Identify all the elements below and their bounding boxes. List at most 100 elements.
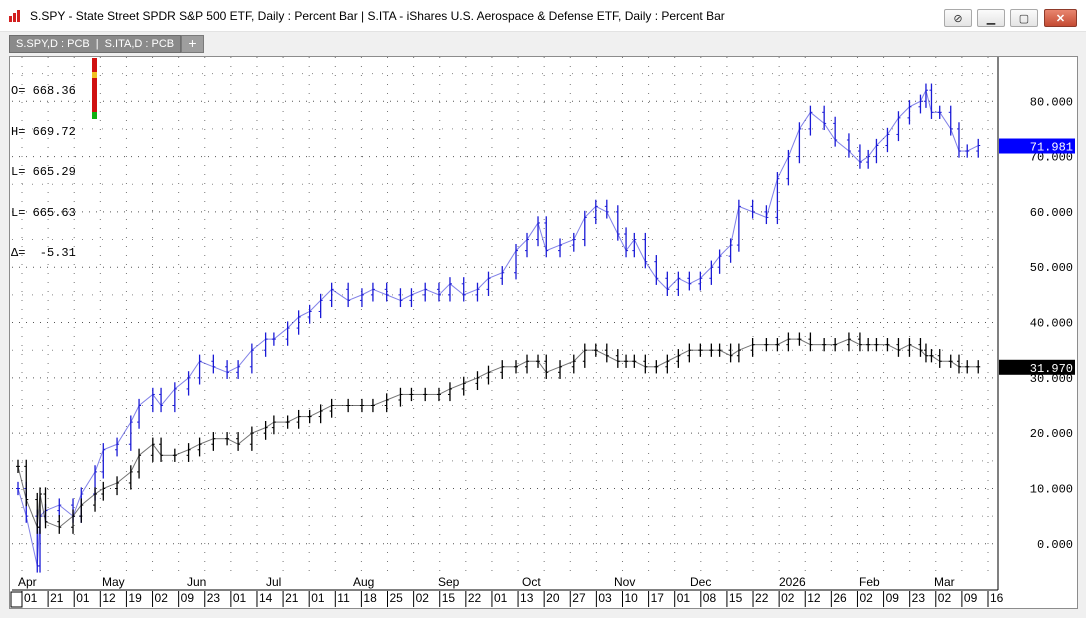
ita-bar [500, 266, 505, 285]
close-button[interactable]: ✕ [1044, 9, 1077, 27]
x-day-label: 15 [442, 591, 456, 605]
x-month-label: May [102, 575, 125, 589]
ita-bar [907, 100, 912, 125]
ita-path-segment [152, 394, 162, 406]
ita-bar [874, 138, 879, 164]
ita-path-segment [45, 504, 60, 512]
spy-path-segment [152, 443, 162, 456]
ita-path-segment [501, 250, 517, 274]
spy-bar [159, 437, 164, 462]
x-day-label: 01 [233, 591, 247, 605]
spy-bar [271, 415, 276, 435]
spy-path-segment [80, 493, 96, 506]
spy-path-segment [515, 360, 528, 368]
spy-path-segment [719, 349, 731, 357]
tab-bar: S.SPY,D : PCB | S.ITA,D : PCB + [0, 32, 1086, 56]
minimize-button[interactable]: ▁ [977, 9, 1005, 27]
spy-bar [150, 437, 155, 462]
minimize-icon: ▁ [986, 12, 996, 25]
x-day-label: 08 [703, 591, 717, 605]
x-day-label: 21 [50, 591, 64, 605]
ita-bar [263, 332, 268, 357]
spy-bar [384, 393, 389, 413]
tab-group: S.SPY,D : PCB | S.ITA,D : PCB [9, 35, 182, 53]
ita-bar [929, 83, 934, 119]
spy-bar [115, 476, 120, 496]
spy-bar [937, 349, 942, 368]
ita-path-segment [898, 106, 910, 119]
spy-path-segment [477, 371, 489, 379]
x-day-label: 15 [729, 591, 743, 605]
spy-path-segment [606, 355, 619, 362]
ita-bar [128, 415, 133, 451]
ita-last-price-label: 71.981 [1030, 141, 1073, 155]
ita-bar [296, 310, 301, 335]
x-month-label: Jun [187, 575, 206, 589]
x-day-label: 19 [128, 591, 142, 605]
x-day-label: 18 [363, 591, 377, 605]
ita-bar [676, 271, 681, 296]
ita-bar [615, 205, 620, 241]
ita-bar [687, 271, 692, 291]
ita-bar [948, 105, 953, 136]
spy-path-segment [537, 360, 547, 373]
spy-path-segment [174, 449, 189, 456]
ita-bar [665, 271, 670, 296]
tab-ita[interactable]: S.ITA,D : PCB [104, 38, 175, 50]
ita-bar [593, 199, 598, 225]
spy-bar [665, 354, 670, 374]
spy-path-segment [58, 515, 74, 528]
spy-path-segment [573, 349, 586, 362]
spy-bar [197, 437, 202, 457]
ita-path-segment [537, 222, 547, 251]
ita-path-segment [39, 510, 46, 517]
spy-path-segment [656, 360, 668, 368]
x-month-label: Mar [934, 575, 955, 589]
x-day-label: 01 [76, 591, 90, 605]
ita-bar [285, 321, 290, 346]
x-day-label: 09 [181, 591, 195, 605]
ita-path-segment [573, 217, 586, 240]
ita-path-segment [309, 300, 322, 312]
add-tab-button[interactable]: + [181, 35, 204, 53]
spy-bar [486, 365, 491, 385]
ita-path-segment [320, 288, 333, 301]
spy-bar [447, 382, 452, 402]
ita-path-segment [463, 288, 478, 296]
ohlc-indicator-green [92, 112, 97, 119]
spy-path-segment [931, 355, 941, 362]
ohlc-low-2: L= 665.63 [11, 205, 76, 220]
x-day-label: 09 [964, 591, 978, 605]
spy-bar [786, 332, 791, 352]
spy-path-segment [799, 338, 811, 346]
ita-path-segment [449, 283, 465, 296]
ita-bar [486, 271, 491, 296]
ita-path-segment [411, 288, 426, 296]
ita-path-segment [546, 244, 561, 252]
ita-path-segment [867, 145, 877, 157]
ita-bar [750, 199, 755, 219]
x-month-label: Apr [18, 575, 37, 589]
spy-bar [571, 354, 576, 374]
ita-bar [896, 111, 901, 142]
ita-path-segment [287, 316, 299, 329]
ita-path-segment [738, 205, 753, 213]
ita-bar [384, 282, 389, 302]
x-month-label: 2026 [779, 575, 806, 589]
ita-bar [172, 382, 177, 413]
ita-bar [150, 387, 155, 413]
maximize-button[interactable]: ▢ [1010, 9, 1038, 27]
spy-path-segment [251, 427, 266, 434]
ita-path-segment [400, 294, 412, 301]
spy-path-segment [17, 466, 27, 500]
x-day-label: 10 [624, 591, 638, 605]
spy-path-segment [39, 493, 47, 522]
x-day-label: 09 [886, 591, 900, 605]
tab-spy[interactable]: S.SPY,D : PCB [16, 38, 90, 50]
link-button[interactable]: ⊘ [944, 9, 972, 27]
spy-path-segment [730, 349, 740, 357]
spy-path-segment [777, 338, 789, 346]
spy-bar [896, 338, 901, 357]
tab-separator: | [95, 38, 99, 50]
